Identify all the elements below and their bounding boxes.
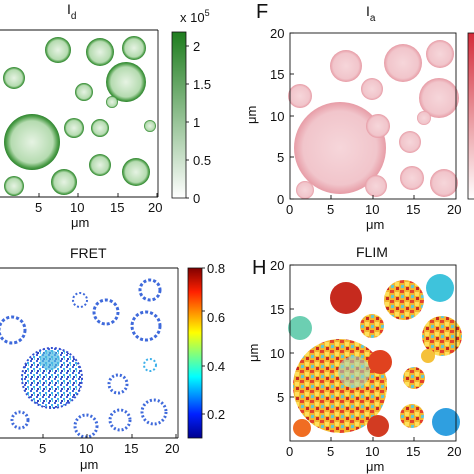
fret-cbar-tick-0-6: 0.6 [207,310,225,325]
donor-cbar-tick-0: 0 [193,191,200,206]
acceptor-cells-image [288,40,459,199]
fret-cbar-tick-0-2: 0.2 [207,407,225,422]
fret-x-unit: μm [80,457,98,472]
flim-y-unit: μm [246,344,261,362]
donor-cbar-exponent: x 105 [180,8,210,25]
flim-x-tick-5: 5 [327,444,334,459]
acceptor-y-ticks: 20 15 10 5 0 [270,26,294,207]
flim-y-tick-20: 20 [270,258,284,273]
donor-x-tick-5: 5 [35,200,42,215]
panel-letter-f: F [256,1,268,23]
panel-letter-h: H [252,257,266,279]
flim-y-tick-10: 10 [270,346,284,361]
panel-flim: 20 15 10 5 0 5 10 15 20 μm μm FLIM [246,244,462,474]
fret-cells-image [0,278,168,439]
donor-x-ticks: 5 10 15 20 [35,193,162,215]
donor-title: Id [67,1,76,22]
acceptor-y-unit: μm [244,106,259,124]
flim-cells-image [288,274,462,437]
acceptor-y-tick-5: 5 [277,150,284,165]
donor-cbar-tick-1: 1 [193,115,200,130]
panel-intensity-acceptor: 20 15 10 5 0 0 5 10 15 20 μm μm Ia [244,3,461,232]
acceptor-x-tick-20: 20 [447,202,461,217]
flim-y-ticks: 20 15 10 5 [270,258,294,405]
flim-x-tick-20: 20 [447,444,461,459]
fret-x-tick-20: 20 [165,441,179,456]
acceptor-x-ticks: 0 5 10 15 20 [286,195,461,217]
fret-cbar-tick-0-4: 0.4 [207,359,225,374]
acceptor-x-tick-5: 5 [327,202,334,217]
acceptor-title: Ia [366,3,376,24]
donor-x-tick-20: 20 [148,200,162,215]
acceptor-x-tick-15: 15 [406,202,420,217]
flim-y-tick-15: 15 [270,302,284,317]
fret-cbar-tick-0-8: 0.8 [207,261,225,276]
acceptor-y-tick-15: 15 [270,67,284,82]
fret-x-tick-10: 10 [79,441,93,456]
panel-intensity-donor: 5 10 15 20 μm Id [0,1,162,230]
flim-x-tick-10: 10 [365,444,379,459]
acceptor-x-unit: μm [366,217,384,232]
donor-x-tick-10: 10 [70,200,84,215]
fret-x-ticks: 5 10 15 20 [39,434,179,456]
colorbar-acceptor [467,32,474,200]
acceptor-y-tick-10: 10 [270,109,284,124]
donor-cells-image [3,36,156,196]
donor-x-tick-15: 15 [110,200,124,215]
acceptor-x-tick-10: 10 [365,202,379,217]
donor-cbar-tick-2: 2 [193,39,200,54]
donor-x-unit: μm [71,215,89,230]
flim-x-ticks: 0 5 10 15 20 [286,437,461,459]
acceptor-y-tick-20: 20 [270,26,284,41]
acceptor-x-tick-0: 0 [286,202,293,217]
donor-cbar-tick-1-5: 1.5 [193,77,211,92]
flim-x-tick-15: 15 [406,444,420,459]
colorbar-fret: 0.8 0.6 0.4 0.2 [187,261,225,439]
panel-fret: 5 10 15 20 μm FRET [0,245,179,472]
fret-x-tick-15: 15 [124,441,138,456]
flim-x-tick-0: 0 [286,444,293,459]
fret-x-tick-5: 5 [39,441,46,456]
fret-title: FRET [70,245,107,261]
colorbar-donor: 2 1.5 1 0.5 0 x 105 [171,8,211,206]
donor-cbar-tick-0-5: 0.5 [193,153,211,168]
flim-title: FLIM [356,244,388,260]
flim-y-tick-5: 5 [277,390,284,405]
flim-x-unit: μm [366,459,384,474]
acceptor-y-tick-0: 0 [277,192,284,207]
